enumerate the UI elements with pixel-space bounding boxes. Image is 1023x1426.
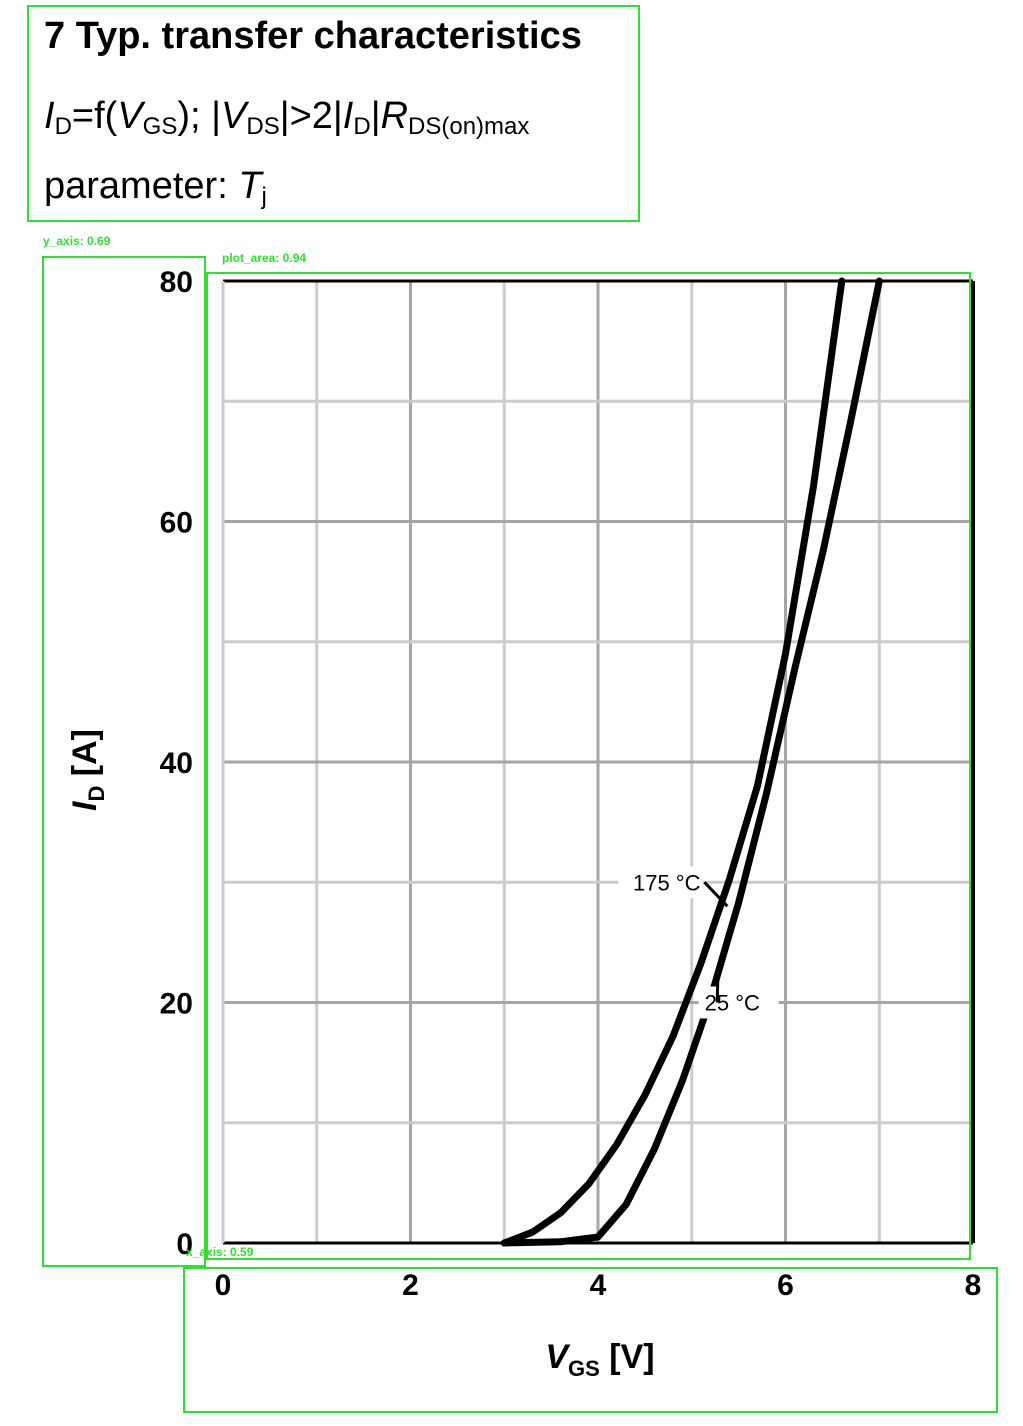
x-axis-sub: GS (568, 1356, 600, 1381)
parameter-prefix: parameter: (44, 165, 239, 207)
formula-id2-sub: D (353, 113, 371, 140)
plot-area-box-label: plot_area: 0.94 (222, 251, 307, 265)
x-axis-box-label: x_axis: 0.59 (186, 1245, 254, 1259)
chart-formula: ID=f(VGS); |VDS|>2|ID|RDS(on)max (44, 95, 529, 141)
y-tick-label: 80 (160, 266, 193, 299)
x-tick-label: 8 (965, 1269, 982, 1302)
x-axis-label: VGS [V] (545, 1338, 654, 1381)
y-tick-label: 20 (160, 988, 193, 1021)
formula-rds-sub: DS(on)max (408, 113, 530, 140)
formula-text-2: ); | (177, 95, 221, 137)
formula-text-1: =f( (71, 95, 118, 137)
grid (223, 281, 973, 1243)
x-axis-symbol: V (545, 1338, 571, 1376)
formula-vds: V (221, 95, 247, 137)
chart-title: 7 Typ. transfer characteristics (44, 15, 582, 57)
formula-vds-sub: DS (246, 113, 280, 140)
y-tick-label: 60 (160, 507, 193, 540)
x-tick-label: 6 (777, 1269, 794, 1302)
y-axis-sub: D (84, 786, 109, 802)
curve-labels: 175 °C 25 °C (618, 866, 779, 1019)
label-bg-25c (698, 986, 779, 1019)
series-line-175c (500, 277, 846, 1247)
formula-id2: I (342, 95, 354, 137)
leader-25c (715, 972, 720, 1003)
formula-id-sub: D (54, 113, 72, 140)
chart-header: 7 Typ. transfer characteristics ID=f(VGS… (27, 5, 640, 222)
series-label-175c: 175 °C (633, 870, 701, 895)
label-bg-175c (618, 866, 703, 899)
formula-vgs-sub: GS (142, 113, 178, 140)
plot-frame (221, 279, 975, 1245)
parameter-symbol: T (238, 165, 262, 207)
plot-area-box (206, 272, 971, 1260)
y-tick-label: 0 (176, 1228, 193, 1261)
series-label-25c: 25 °C (705, 991, 760, 1016)
y-axis-box-label: y_axis: 0.69 (43, 234, 111, 248)
formula-id: I (44, 95, 55, 137)
x-tick-label: 2 (402, 1269, 419, 1302)
y-axis-unit: [A] (66, 729, 104, 786)
x-axis-unit: [V] (600, 1338, 655, 1376)
y-axis-box (42, 256, 206, 1267)
x-tick-label: 4 (590, 1269, 607, 1302)
chart-parameter: parameter: Tj (44, 165, 267, 211)
formula-text-4: | (370, 95, 381, 137)
parameter-sub: j (261, 183, 267, 210)
y-axis-symbol: I (66, 800, 104, 811)
formula-text-3: |>2| (279, 95, 343, 137)
formula-rds: R (380, 95, 409, 137)
formula-vgs: V (117, 95, 143, 137)
x-tick-label: 0 (215, 1269, 232, 1302)
leader-175c (703, 881, 729, 908)
y-tick-label: 40 (160, 747, 193, 780)
x-axis-box (183, 1267, 998, 1413)
y-axis-label: ID [A] (66, 729, 109, 811)
